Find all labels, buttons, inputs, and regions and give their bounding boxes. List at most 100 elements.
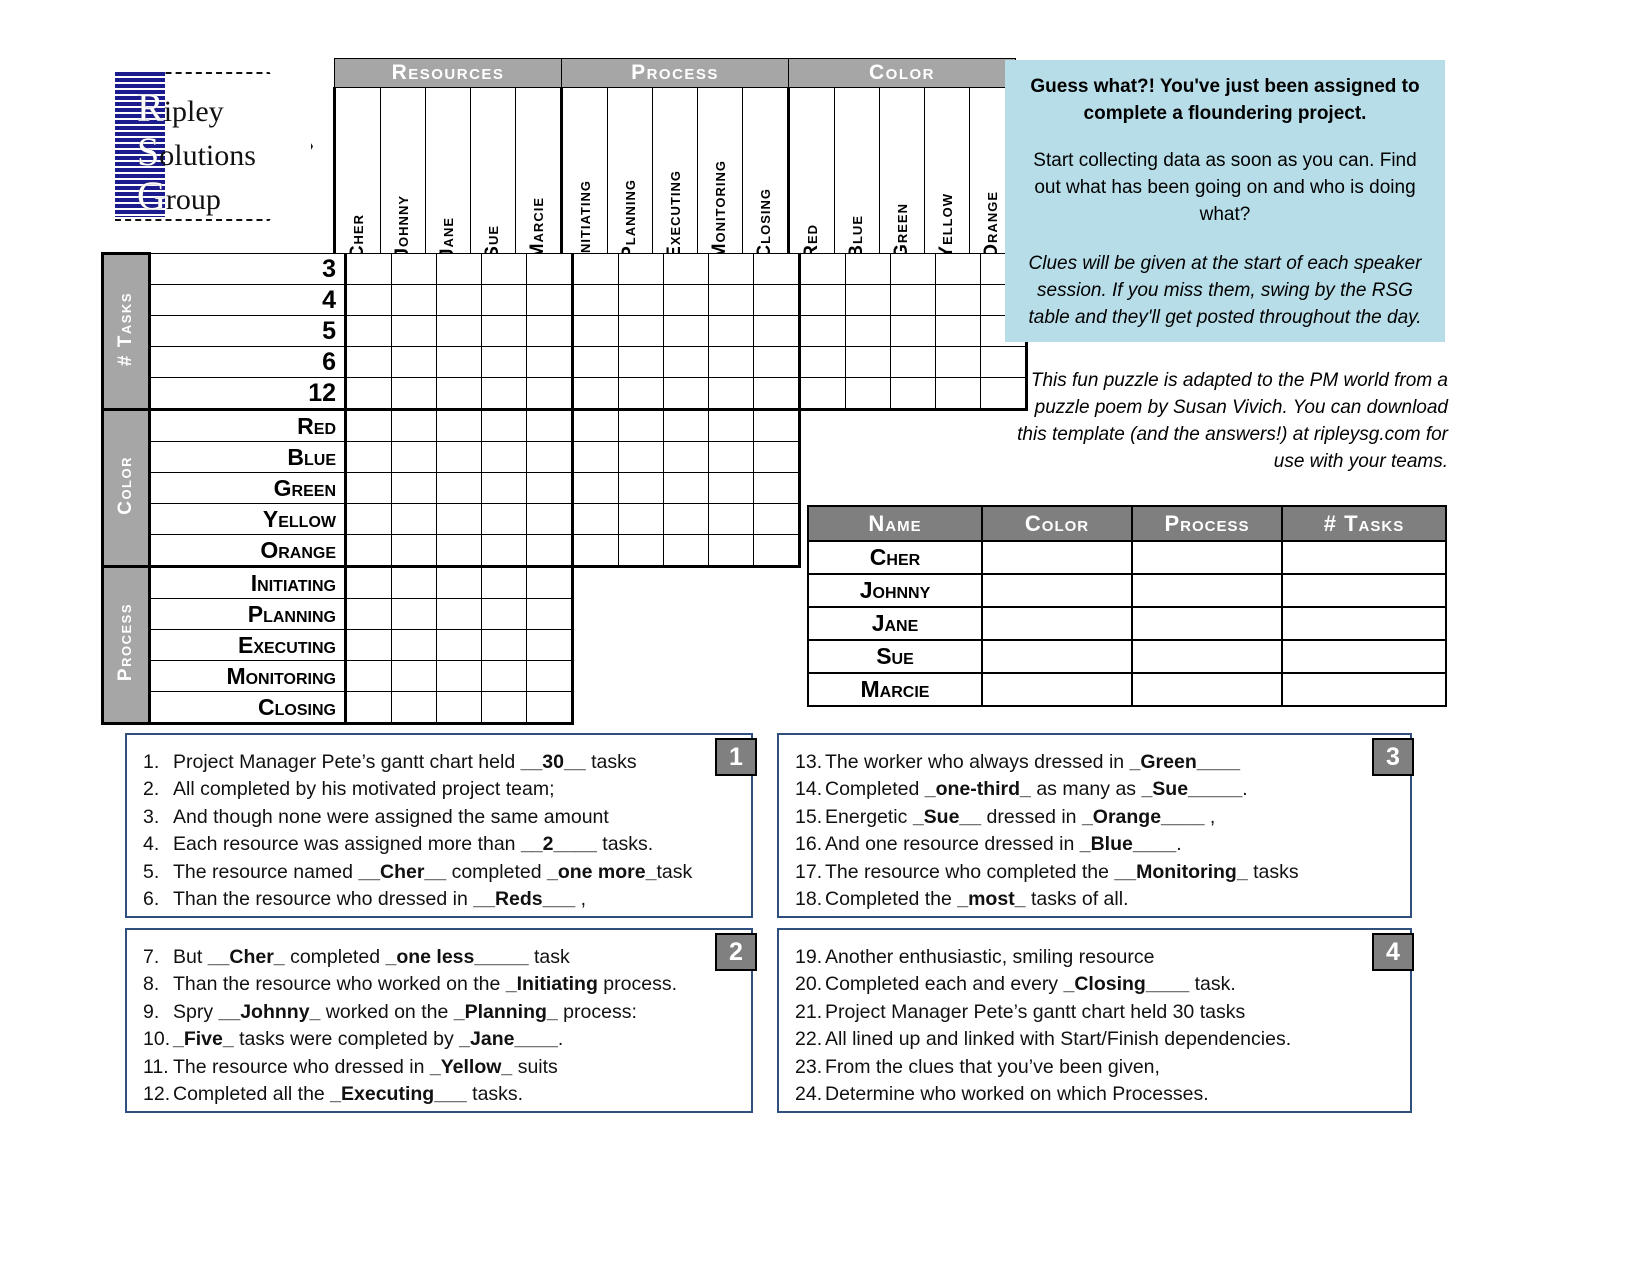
grid-cell[interactable] <box>935 284 981 316</box>
grid-cell[interactable] <box>436 503 482 535</box>
grid-cell[interactable] <box>436 565 482 599</box>
grid-cell[interactable] <box>571 377 619 411</box>
grid-cell[interactable] <box>753 253 801 285</box>
grid-cell[interactable] <box>708 253 754 285</box>
grid-cell[interactable] <box>845 346 891 378</box>
grid-cell[interactable] <box>980 377 1028 411</box>
grid-cell[interactable] <box>344 408 392 442</box>
grid-cell[interactable] <box>618 346 664 378</box>
grid-cell[interactable] <box>663 441 709 473</box>
grid-cell[interactable] <box>436 534 482 568</box>
grid-cell[interactable] <box>571 472 619 504</box>
grid-cell[interactable] <box>798 315 846 347</box>
grid-cell[interactable] <box>526 253 574 285</box>
grid-cell[interactable] <box>618 503 664 535</box>
grid-cell[interactable] <box>481 598 527 630</box>
grid-cell[interactable] <box>481 472 527 504</box>
grid-cell[interactable] <box>481 253 527 285</box>
grid-cell[interactable] <box>526 472 574 504</box>
grid-cell[interactable] <box>618 534 664 568</box>
grid-cell[interactable] <box>571 503 619 535</box>
grid-cell[interactable] <box>753 315 801 347</box>
answer-blank-tasks[interactable] <box>1281 573 1447 608</box>
grid-cell[interactable] <box>845 284 891 316</box>
grid-cell[interactable] <box>526 691 574 725</box>
answer-blank-color[interactable] <box>981 606 1133 641</box>
answer-blank-tasks[interactable] <box>1281 540 1447 575</box>
grid-cell[interactable] <box>935 346 981 378</box>
answer-blank-process[interactable] <box>1131 639 1283 674</box>
grid-cell[interactable] <box>481 441 527 473</box>
grid-cell[interactable] <box>571 284 619 316</box>
grid-cell[interactable] <box>391 598 437 630</box>
grid-cell[interactable] <box>481 534 527 568</box>
grid-cell[interactable] <box>436 691 482 725</box>
grid-cell[interactable] <box>708 315 754 347</box>
grid-cell[interactable] <box>526 284 574 316</box>
grid-cell[interactable] <box>571 315 619 347</box>
grid-cell[interactable] <box>344 503 392 535</box>
grid-cell[interactable] <box>481 565 527 599</box>
grid-cell[interactable] <box>753 472 801 504</box>
grid-cell[interactable] <box>753 377 801 411</box>
grid-cell[interactable] <box>571 253 619 285</box>
grid-cell[interactable] <box>344 472 392 504</box>
grid-cell[interactable] <box>526 315 574 347</box>
grid-cell[interactable] <box>344 534 392 568</box>
grid-cell[interactable] <box>526 598 574 630</box>
grid-cell[interactable] <box>436 346 482 378</box>
grid-cell[interactable] <box>753 408 801 442</box>
grid-cell[interactable] <box>935 253 981 285</box>
grid-cell[interactable] <box>391 660 437 692</box>
grid-cell[interactable] <box>526 660 574 692</box>
grid-cell[interactable] <box>344 441 392 473</box>
grid-cell[interactable] <box>890 315 936 347</box>
grid-cell[interactable] <box>980 346 1028 378</box>
grid-cell[interactable] <box>663 472 709 504</box>
grid-cell[interactable] <box>391 441 437 473</box>
grid-cell[interactable] <box>436 629 482 661</box>
grid-cell[interactable] <box>344 565 392 599</box>
grid-cell[interactable] <box>391 346 437 378</box>
answer-blank-color[interactable] <box>981 639 1133 674</box>
grid-cell[interactable] <box>753 346 801 378</box>
grid-cell[interactable] <box>481 691 527 725</box>
grid-cell[interactable] <box>344 691 392 725</box>
grid-cell[interactable] <box>753 284 801 316</box>
grid-cell[interactable] <box>481 660 527 692</box>
grid-cell[interactable] <box>708 472 754 504</box>
grid-cell[interactable] <box>436 377 482 411</box>
grid-cell[interactable] <box>391 629 437 661</box>
grid-cell[interactable] <box>663 315 709 347</box>
grid-cell[interactable] <box>618 377 664 411</box>
grid-cell[interactable] <box>663 253 709 285</box>
grid-cell[interactable] <box>344 315 392 347</box>
grid-cell[interactable] <box>708 346 754 378</box>
grid-cell[interactable] <box>391 315 437 347</box>
grid-cell[interactable] <box>526 565 574 599</box>
grid-cell[interactable] <box>481 629 527 661</box>
grid-cell[interactable] <box>344 629 392 661</box>
grid-cell[interactable] <box>436 660 482 692</box>
answer-blank-color[interactable] <box>981 540 1133 575</box>
grid-cell[interactable] <box>753 441 801 473</box>
grid-cell[interactable] <box>663 408 709 442</box>
grid-cell[interactable] <box>798 377 846 411</box>
grid-cell[interactable] <box>798 346 846 378</box>
grid-cell[interactable] <box>845 315 891 347</box>
grid-cell[interactable] <box>436 472 482 504</box>
grid-cell[interactable] <box>391 284 437 316</box>
grid-cell[interactable] <box>753 503 801 535</box>
grid-cell[interactable] <box>618 441 664 473</box>
grid-cell[interactable] <box>708 534 754 568</box>
answer-blank-process[interactable] <box>1131 540 1283 575</box>
grid-cell[interactable] <box>571 408 619 442</box>
grid-cell[interactable] <box>663 377 709 411</box>
grid-cell[interactable] <box>344 253 392 285</box>
grid-cell[interactable] <box>436 408 482 442</box>
grid-cell[interactable] <box>845 253 891 285</box>
grid-cell[interactable] <box>436 441 482 473</box>
grid-cell[interactable] <box>708 503 754 535</box>
grid-cell[interactable] <box>890 346 936 378</box>
answer-blank-color[interactable] <box>981 672 1133 707</box>
